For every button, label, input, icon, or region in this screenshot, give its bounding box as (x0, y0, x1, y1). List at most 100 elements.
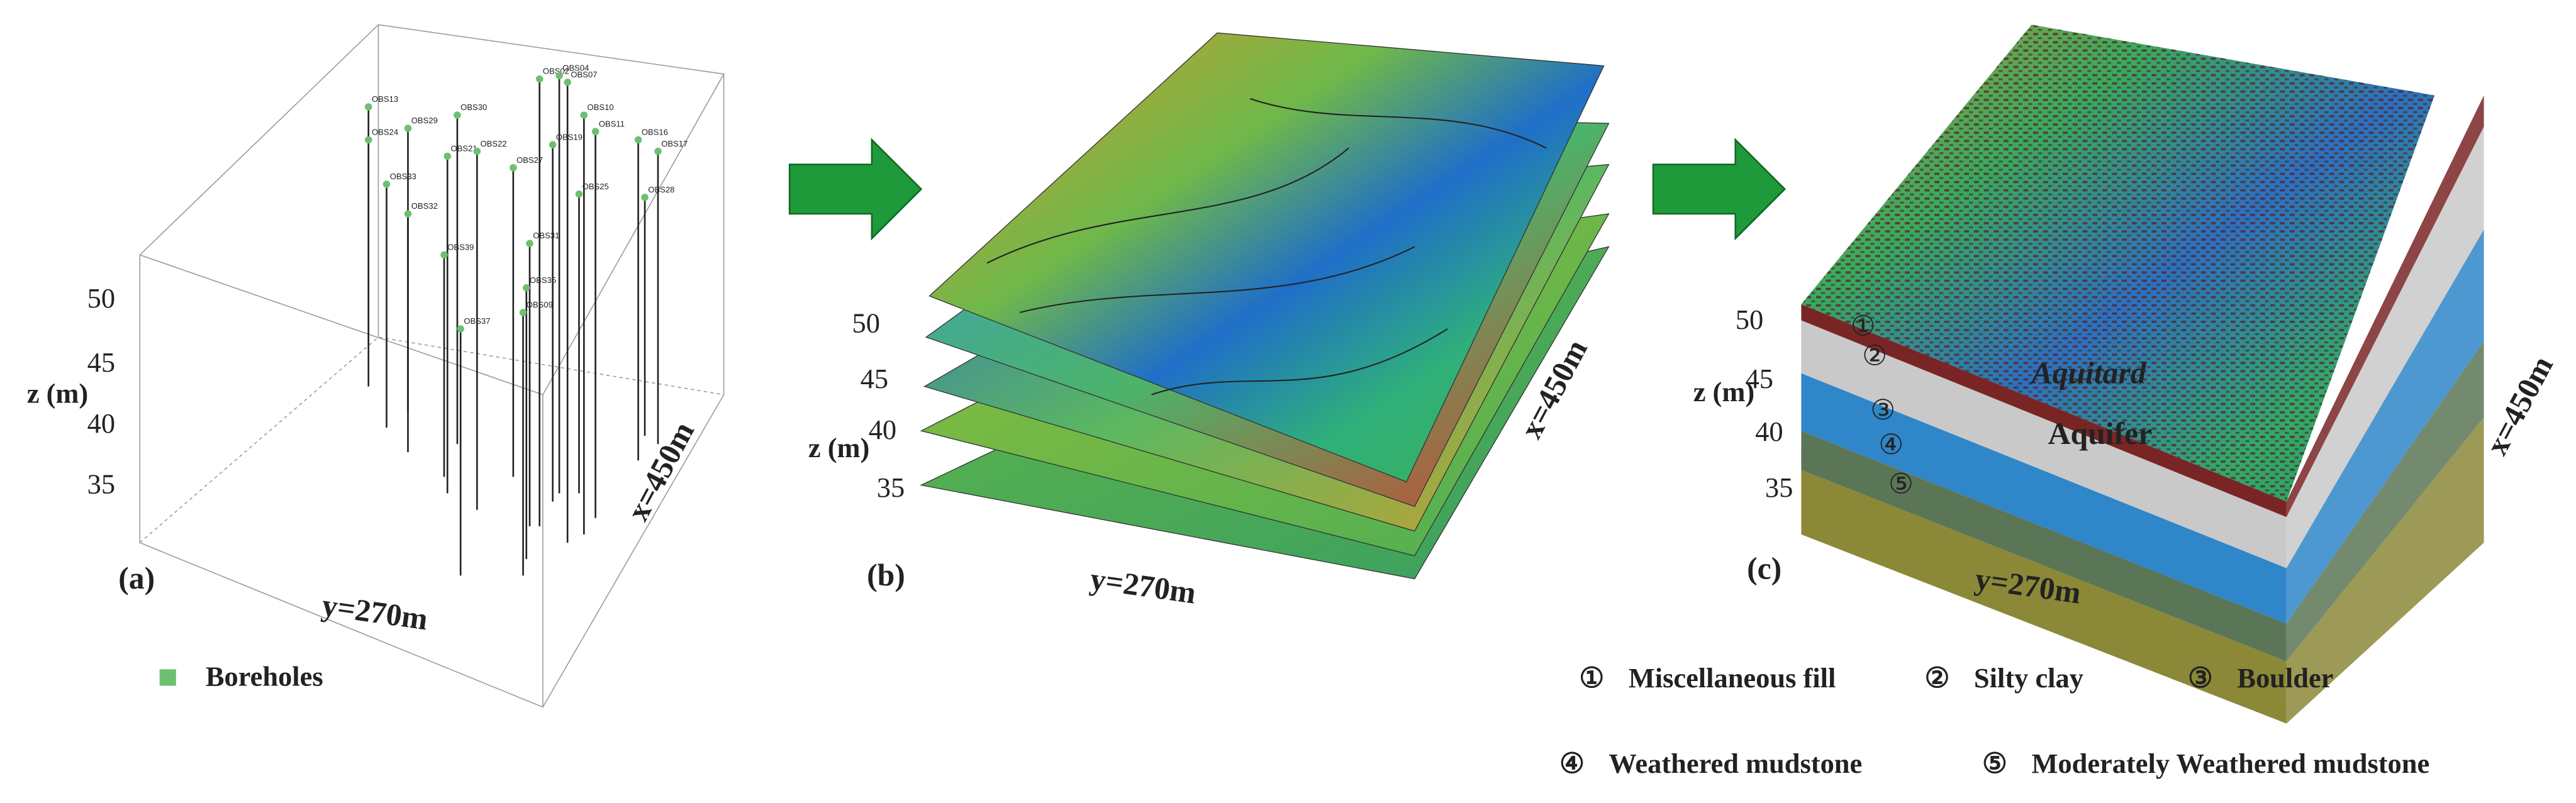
borehole-top (549, 141, 557, 148)
z-tick-label: 45 (1745, 363, 1773, 394)
layer-label: Aquitard (2029, 355, 2146, 390)
legend-name: Boulder (2237, 662, 2333, 694)
borehole-label: OBS10 (588, 102, 614, 112)
front-layer (1801, 320, 2287, 568)
side-layer (2286, 417, 2484, 724)
legend-name: Moderately Weathered mudstone (2031, 748, 2429, 779)
borehole-label: OBS09 (527, 300, 553, 309)
side-layer (2286, 126, 2484, 568)
borehole-label: OBS35 (530, 275, 556, 285)
geological-block (1801, 25, 2484, 724)
borehole-top (535, 75, 544, 83)
z-tick-label: 35 (877, 472, 905, 503)
front-layer (1801, 470, 2287, 724)
layer-number: ⑤ (1888, 468, 1914, 500)
borehole-label: OBS25 (583, 182, 609, 191)
borehole-top (526, 240, 533, 247)
borehole-top (654, 147, 662, 155)
z-tick-label: 50 (87, 282, 115, 314)
z-tick-label: 35 (87, 468, 115, 500)
borehole-label: OBS02 (543, 67, 569, 76)
legend-name: Miscellaneous fill (1629, 662, 1836, 694)
borehole-label: OBS31 (533, 231, 559, 240)
side-layer (2286, 341, 2484, 662)
layer-number: ② (1862, 340, 1887, 372)
surface-layers (920, 32, 1610, 580)
layer-number: ③ (1870, 394, 1895, 426)
boreholes: OBS13 OBS24 OBS29 OBS30 OBS21 OBS22 OBS33 OBS32… (364, 64, 688, 576)
z-tick-label: 45 (87, 346, 115, 378)
legend-name: Weathered mudstone (1609, 748, 1862, 779)
borehole-top (641, 194, 649, 201)
borehole-top (473, 147, 481, 155)
borehole-label: OBS37 (464, 316, 490, 326)
borehole-top (440, 251, 448, 259)
borehole-top (404, 125, 412, 132)
borehole-top (523, 284, 530, 292)
borehole-label: OBS39 (447, 243, 474, 252)
z-tick-label: 40 (869, 414, 896, 445)
borehole-top (454, 111, 461, 119)
legend-name: Silty clay (1974, 662, 2083, 694)
borehole-label: OBS04 (562, 64, 589, 73)
legend-label: Boreholes (206, 660, 323, 692)
side-layer (2286, 230, 2484, 624)
borehole-label: OBS13 (372, 94, 398, 104)
z-axis-title: z (m) (1693, 376, 1754, 407)
borehole-top (519, 309, 527, 316)
borehole-top (555, 72, 563, 80)
borehole-top (443, 152, 452, 160)
legend-number: ② (1924, 662, 1949, 694)
legend-number: ④ (1559, 748, 1585, 779)
borehole-top (404, 210, 412, 218)
layer-number: ① (1851, 311, 1876, 342)
panel-label: (b) (867, 558, 905, 592)
box-wireframe (139, 24, 725, 708)
y-axis-title: y=270m (320, 587, 430, 636)
z-tick-label: 35 (1765, 472, 1793, 503)
borehole-label: OBS27 (516, 155, 543, 165)
borehole-top (364, 103, 372, 111)
y-axis-title: y=270m (1088, 562, 1198, 611)
borehole-top (382, 180, 391, 188)
x-axis-title: x=450m (2479, 350, 2560, 460)
borehole-label: OBS32 (411, 201, 438, 211)
borehole-top (634, 136, 642, 144)
borehole-label: OBS28 (648, 185, 674, 194)
borehole-label: OBS16 (642, 127, 668, 136)
borehole-top (564, 79, 571, 86)
borehole-top (510, 164, 517, 172)
legend-number: ③ (2188, 662, 2213, 694)
panel-label: (a) (118, 561, 155, 595)
borehole-top (580, 111, 588, 119)
z-axis-title: z (m) (27, 378, 88, 409)
arrow (788, 138, 923, 241)
layer-number: ④ (1878, 429, 1904, 460)
borehole-top (364, 136, 372, 144)
borehole-label: OBS21 (450, 144, 477, 153)
borehole-label: OBS24 (372, 127, 398, 136)
z-tick-label: 40 (87, 407, 115, 439)
borehole-label: OBS33 (390, 172, 416, 181)
borehole-label: OBS07 (571, 70, 597, 79)
arrow (1652, 138, 1787, 241)
borehole-label: OBS19 (556, 132, 583, 141)
borehole-label: OBS11 (599, 119, 625, 128)
z-tick-label: 40 (1755, 416, 1783, 447)
panel-label: (c) (1747, 551, 1781, 586)
front-layer (1801, 431, 2287, 662)
borehole-top (575, 190, 583, 198)
z-tick-label: 50 (852, 307, 880, 338)
borehole-top (457, 325, 464, 333)
borehole-label: OBS29 (411, 116, 438, 125)
legend-number: ⑤ (1982, 748, 2007, 779)
borehole-top (591, 128, 599, 136)
borehole-label: OBS22 (481, 139, 507, 148)
side-layer (2286, 95, 2484, 518)
legend-number: ① (1579, 662, 1604, 694)
x-axis-title: x=450m (620, 416, 701, 526)
borehole-label: OBS17 (661, 139, 688, 148)
front-layer (1801, 373, 2287, 624)
z-axis-title: z (m) (808, 432, 869, 463)
